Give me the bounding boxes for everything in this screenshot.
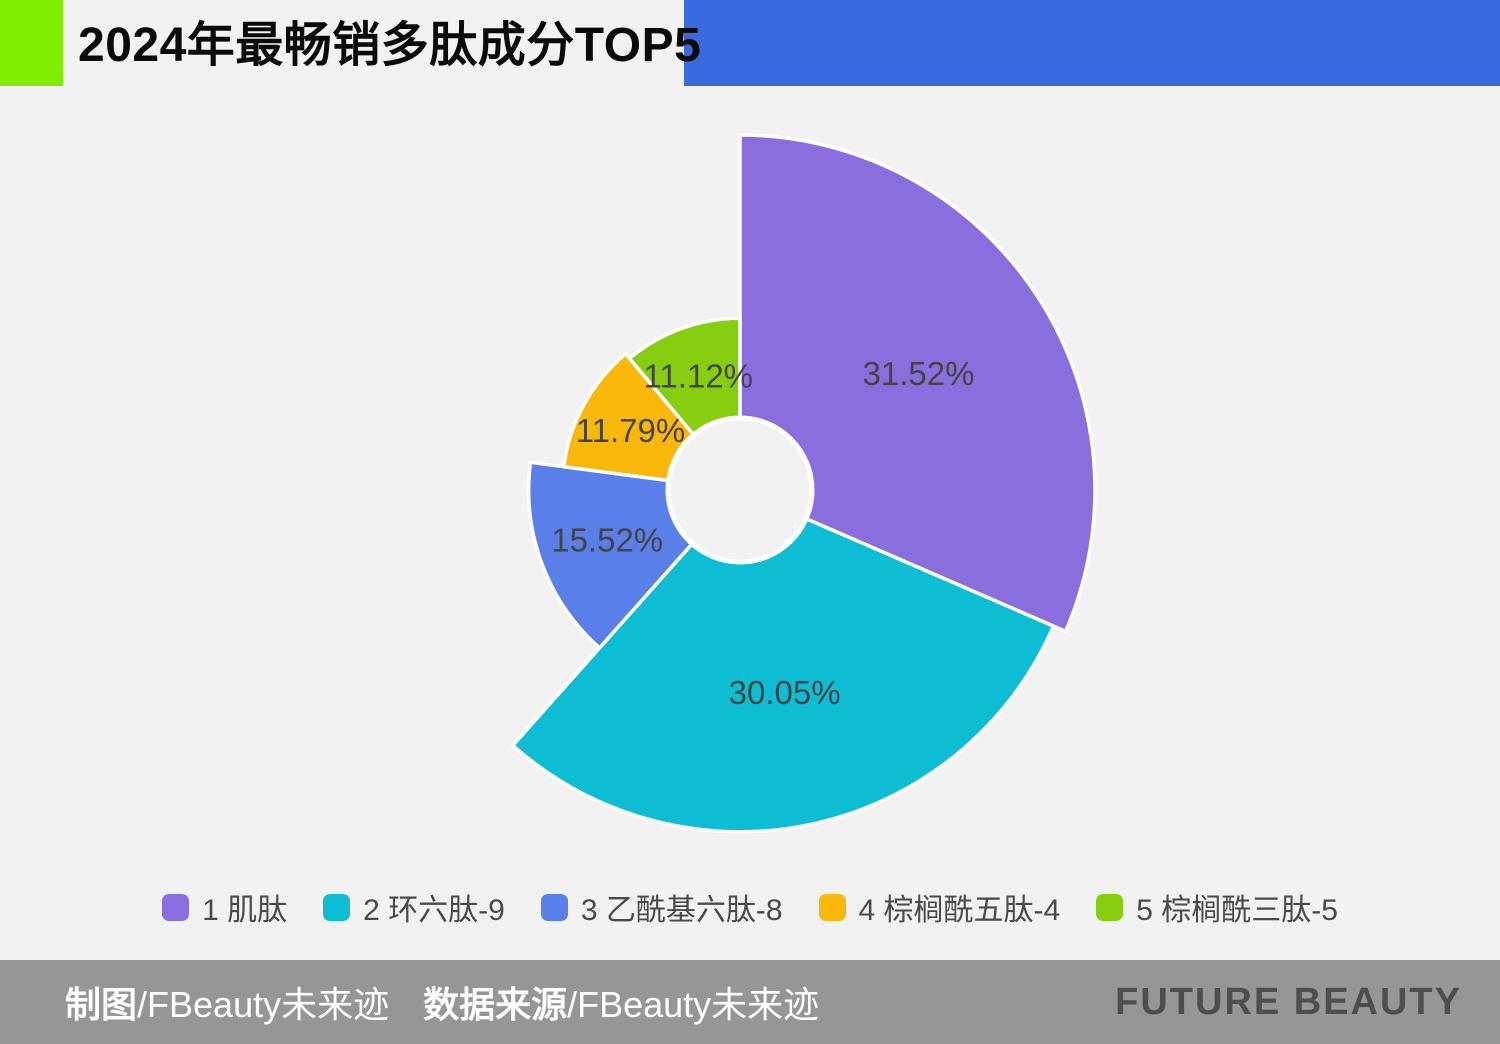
header-green-accent-block: [0, 0, 63, 86]
header-blue-accent-block: [684, 0, 1500, 86]
footer-bar: 制图/FBeauty未来迹 数据来源/FBeauty未来迹 FUTURE BEAU…: [0, 960, 1500, 1044]
legend-swatch-icon: [162, 893, 190, 921]
legend-swatch-icon: [1096, 893, 1124, 921]
source-label: 数据来源: [423, 984, 568, 1025]
brand-logo-text: FUTURE BEAUTY: [1115, 980, 1462, 1023]
credit-value: /FBeauty未来迹: [137, 984, 390, 1025]
legend-item-5[interactable]: 5 棕榈酰三肽-5: [1096, 885, 1338, 929]
pie-slice-label-2: 30.05%: [729, 674, 841, 711]
legend-item-label: 5 棕榈酰三肽-5: [1136, 894, 1338, 927]
donut-hole: [665, 415, 815, 565]
header-bar: 2024年最畅销多肽成分TOP5: [0, 0, 1500, 86]
legend-item-label: 2 环六肽-9: [363, 894, 505, 927]
pie-slice-2[interactable]: [511, 488, 1056, 834]
legend-item-1[interactable]: 1 肌肽: [162, 885, 287, 929]
chart-legend: 1 肌肽 2 环六肽-9 3 乙酰基六肽-8 4 棕榈酰五肽-4 5 棕榈酰三肽-5: [0, 878, 1500, 936]
legend-swatch-icon: [540, 893, 568, 921]
legend-item-3[interactable]: 3 乙酰基六肽-8: [540, 885, 783, 929]
credit-label: 制图: [65, 984, 138, 1025]
legend-swatch-icon: [323, 893, 351, 921]
footer-credits: 制图/FBeauty未来迹 数据来源/FBeauty未来迹: [65, 976, 819, 1028]
pie-slice-1[interactable]: [738, 133, 1097, 634]
page-title: 2024年最畅销多肽成分TOP5: [78, 19, 702, 72]
source-value: /FBeauty未来迹: [567, 984, 820, 1025]
legend-item-label: 4 棕榈酰五肽-4: [858, 894, 1061, 927]
legend-item-2[interactable]: 2 环六肽-9: [323, 885, 505, 929]
pie-slice-label-1: 31.52%: [863, 355, 975, 392]
pie-slice-label-5: 11.12%: [644, 357, 753, 394]
pie-slice-label-4: 11.79%: [576, 412, 685, 449]
legend-swatch-icon: [818, 893, 846, 921]
pie-slice-label-3: 15.52%: [551, 521, 663, 558]
legend-item-label: 1 肌肽: [202, 894, 288, 927]
legend-item-label: 3 乙酰基六肽-8: [580, 894, 783, 927]
legend-item-4[interactable]: 4 棕榈酰五肽-4: [818, 885, 1061, 929]
